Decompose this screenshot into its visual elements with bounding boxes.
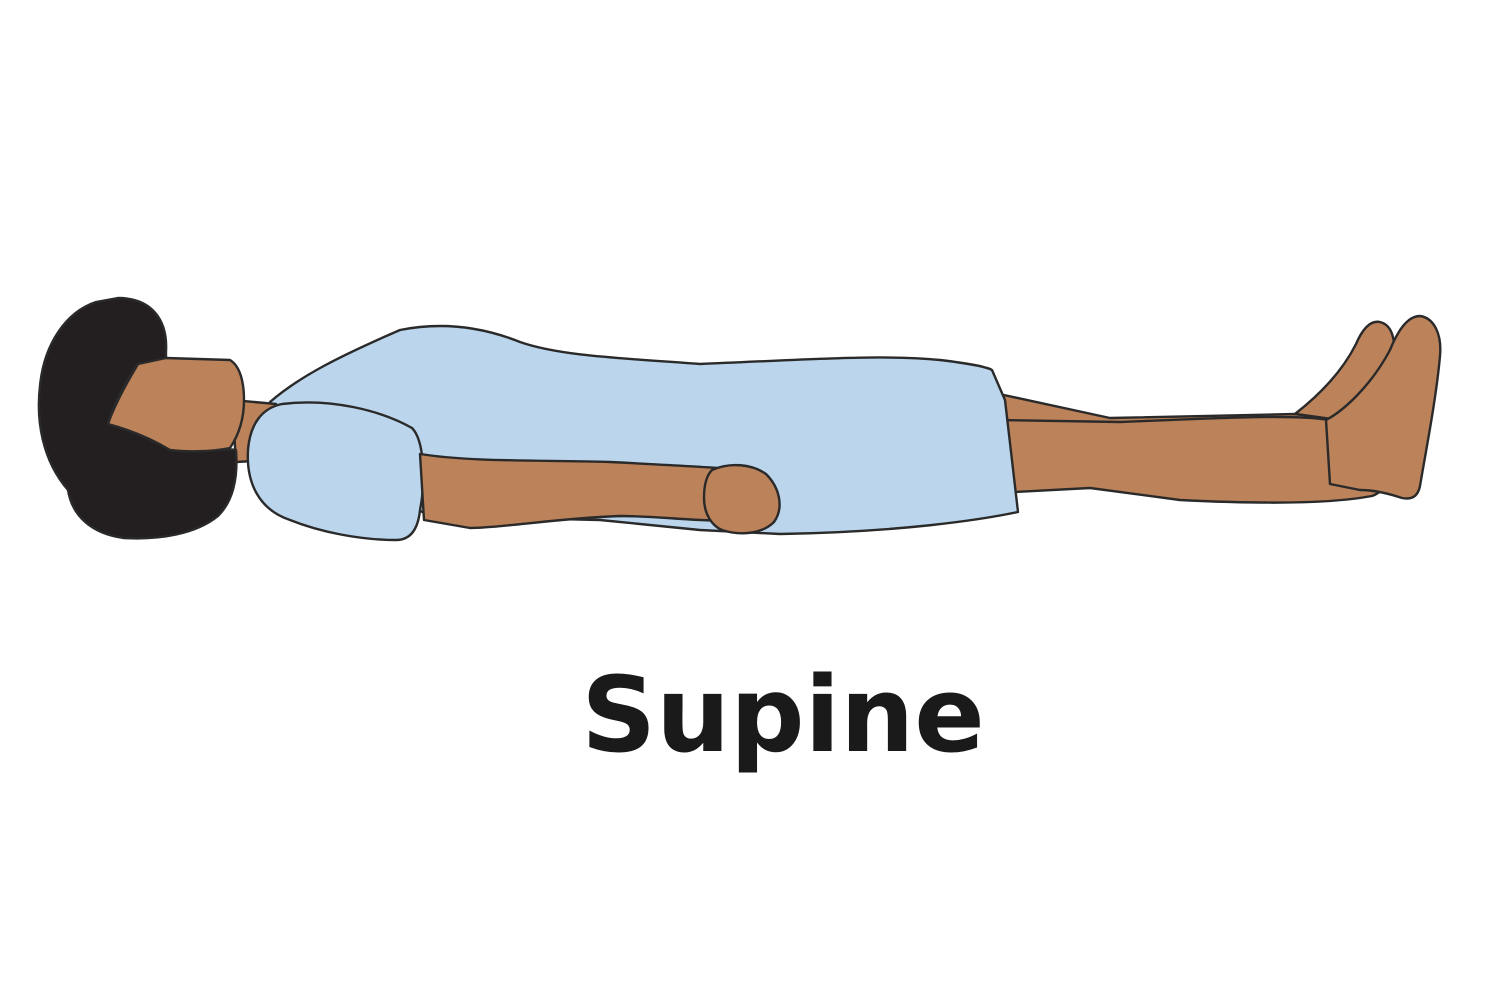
near-foot — [1324, 314, 1442, 500]
caption-label: Supine — [581, 654, 985, 776]
hand — [702, 463, 781, 535]
face — [106, 356, 246, 453]
arm — [418, 452, 732, 530]
sleeve — [246, 401, 425, 542]
